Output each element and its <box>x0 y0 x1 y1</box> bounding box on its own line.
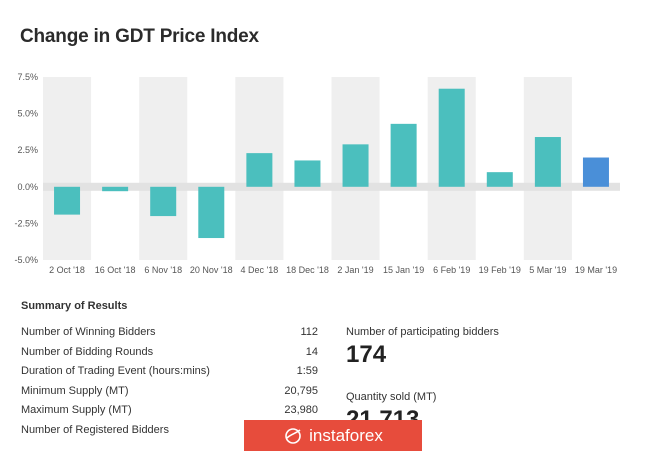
summary-row-label: Maximum Supply (MT) <box>21 404 132 416</box>
summary-row-label: Number of Winning Bidders <box>21 326 156 338</box>
x-tick-label: 6 Nov '18 <box>144 265 182 275</box>
bar <box>582 157 609 187</box>
x-tick-label: 2 Oct '18 <box>49 265 85 275</box>
instaforex-logo-icon <box>285 427 301 444</box>
bar <box>342 144 369 187</box>
summary-table: Number of Winning Bidders 112 Number of … <box>21 323 318 440</box>
summary-row-value: 23,980 <box>284 404 318 416</box>
bar <box>438 88 465 187</box>
y-tick-label: -2.5% <box>14 218 38 228</box>
x-tick-label: 20 Nov '18 <box>190 265 233 275</box>
summary-row: Maximum Supply (MT) 23,980 <box>21 401 318 421</box>
summary-row-value: 112 <box>300 326 318 338</box>
bar <box>198 186 225 239</box>
summary-row-label: Number of Bidding Rounds <box>21 345 154 358</box>
zero-line-band <box>43 182 620 191</box>
bar <box>534 137 561 187</box>
price-index-chart: 7.5% 5.0% 2.5% 0.0% -2.5% -5.0% 2 Oct '18 16 O… <box>14 72 620 275</box>
y-tick-label: 5.0% <box>17 109 38 119</box>
quantity-sold-label: Quantity sold (MT) <box>346 391 437 403</box>
x-tick-label: 16 Oct '18 <box>95 265 136 275</box>
x-tick-label: 19 Feb '19 <box>479 265 521 275</box>
chart-title: Change in GDT Price Index <box>20 26 259 47</box>
summary-row: Number of Bidding Rounds 14 <box>21 343 318 363</box>
x-tick-label: 6 Feb '19 <box>433 265 470 275</box>
summary-row-value: 20,795 <box>284 384 318 397</box>
summary-row-value: 14 <box>305 345 318 358</box>
summary-row: Duration of Trading Event (hours:mins) 1… <box>21 362 318 382</box>
summary-row-value: 1:59 <box>296 365 318 377</box>
summary-row: Minimum Supply (MT) 20,795 <box>21 382 318 402</box>
column-band <box>139 77 188 260</box>
bar <box>390 123 417 187</box>
bar <box>102 186 129 192</box>
logo-text: instaforex <box>309 425 383 445</box>
bar <box>150 186 177 217</box>
summary-row: Number of Winning Bidders 112 <box>21 323 318 343</box>
participating-bidders-label: Number of participating bidders <box>346 326 499 338</box>
bar <box>246 153 273 187</box>
y-tick-label: 0.0% <box>17 182 38 192</box>
x-tick-label: 18 Dec '18 <box>286 265 329 275</box>
bars <box>54 88 609 239</box>
summary-row-label: Duration of Trading Event (hours:mins) <box>21 365 210 377</box>
instaforex-logo: instaforex <box>244 420 422 451</box>
summary-row: Number of Registered Bidders <box>21 421 318 441</box>
y-axis-ticks: 7.5% 5.0% 2.5% 0.0% -2.5% -5.0% <box>14 72 38 265</box>
x-tick-label: 15 Jan '19 <box>383 265 424 275</box>
summary-row-label: Number of Registered Bidders <box>21 423 169 436</box>
x-axis-ticks: 2 Oct '18 16 Oct '18 6 Nov '18 20 Nov '18 4 … <box>49 265 617 275</box>
y-tick-label: 7.5% <box>17 72 38 82</box>
y-tick-label: 2.5% <box>17 145 38 155</box>
bar <box>54 186 81 215</box>
x-tick-label: 19 Mar '19 <box>575 265 617 275</box>
bar <box>486 172 513 187</box>
x-tick-label: 4 Dec '18 <box>241 265 279 275</box>
summary-title: Summary of Results <box>21 300 128 312</box>
column-band <box>43 77 92 260</box>
x-tick-label: 2 Jan '19 <box>337 265 373 275</box>
x-tick-label: 5 Mar '19 <box>529 265 566 275</box>
y-tick-label: -5.0% <box>14 255 38 265</box>
summary-row-label: Minimum Supply (MT) <box>21 384 129 397</box>
participating-bidders-value: 174 <box>346 341 387 368</box>
bar <box>294 160 321 187</box>
